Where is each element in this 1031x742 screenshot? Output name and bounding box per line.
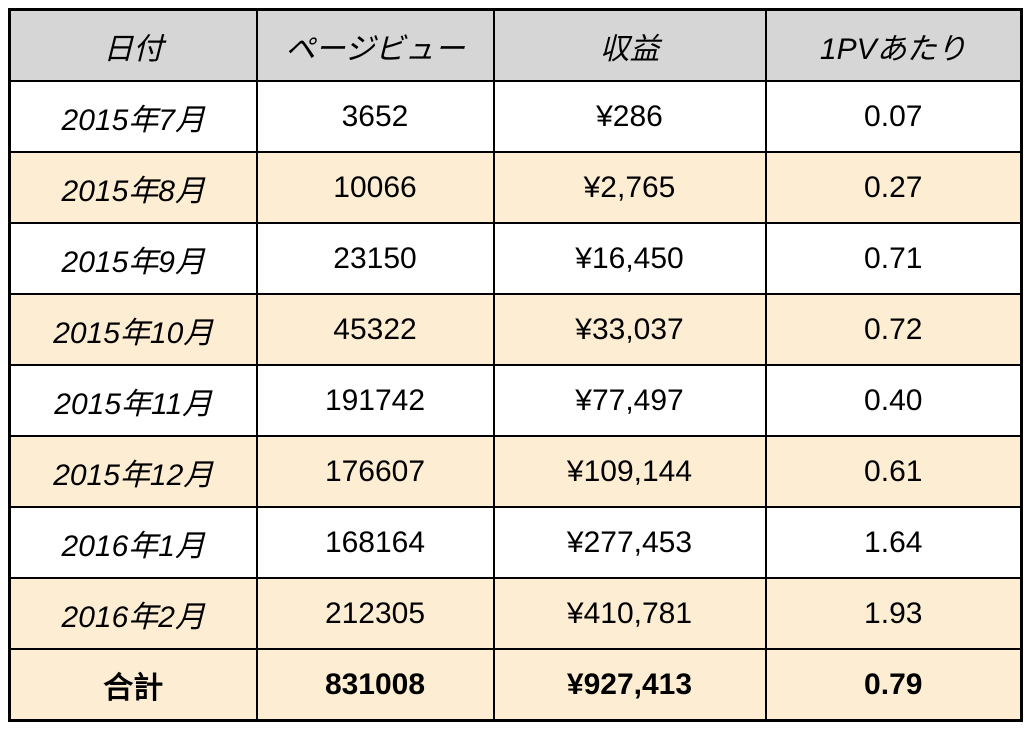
cell-date: 2016年1月 <box>8 506 258 579</box>
table-row: 2015年9月 23150 ¥16,450 0.71 <box>8 222 1023 295</box>
cell-per-pv: 0.07 <box>764 80 1023 153</box>
cell-pageviews: 10066 <box>255 151 495 224</box>
cell-per-pv: 0.61 <box>764 435 1023 508</box>
table-header: 日付 ページビュー 収益 1PVあたり <box>8 8 1023 82</box>
revenue-table: 日付 ページビュー 収益 1PVあたり 2015年7月 3652 ¥286 0.… <box>8 8 1023 722</box>
cell-per-pv: 1.93 <box>764 577 1023 650</box>
total-label: 合計 <box>8 648 258 722</box>
cell-revenue: ¥277,453 <box>492 506 767 579</box>
table-row: 2015年10月 45322 ¥33,037 0.72 <box>8 293 1023 366</box>
total-revenue: ¥927,413 <box>492 648 767 722</box>
table-row: 2015年8月 10066 ¥2,765 0.27 <box>8 151 1023 224</box>
cell-revenue: ¥16,450 <box>492 222 767 295</box>
cell-date: 2015年11月 <box>8 364 258 437</box>
cell-revenue: ¥286 <box>492 80 767 153</box>
cell-revenue: ¥2,765 <box>492 151 767 224</box>
table-row: 2016年1月 168164 ¥277,453 1.64 <box>8 506 1023 579</box>
header-row: 日付 ページビュー 収益 1PVあたり <box>8 8 1023 82</box>
cell-per-pv: 0.71 <box>764 222 1023 295</box>
table-wrapper: 日付 ページビュー 収益 1PVあたり 2015年7月 3652 ¥286 0.… <box>8 8 1023 722</box>
table-row: 2016年2月 212305 ¥410,781 1.93 <box>8 577 1023 650</box>
cell-pageviews: 168164 <box>255 506 495 579</box>
cell-pageviews: 176607 <box>255 435 495 508</box>
cell-revenue: ¥77,497 <box>492 364 767 437</box>
cell-pageviews: 212305 <box>255 577 495 650</box>
table-footer: 合計 831008 ¥927,413 0.79 <box>8 648 1023 722</box>
table-row: 2015年7月 3652 ¥286 0.07 <box>8 80 1023 153</box>
cell-date: 2015年9月 <box>8 222 258 295</box>
table-row: 2015年12月 176607 ¥109,144 0.61 <box>8 435 1023 508</box>
cell-pageviews: 191742 <box>255 364 495 437</box>
cell-revenue: ¥410,781 <box>492 577 767 650</box>
header-date: 日付 <box>8 8 258 82</box>
table-body: 2015年7月 3652 ¥286 0.07 2015年8月 10066 ¥2,… <box>8 80 1023 650</box>
cell-per-pv: 0.27 <box>764 151 1023 224</box>
header-revenue: 収益 <box>492 8 767 82</box>
cell-revenue: ¥33,037 <box>492 293 767 366</box>
cell-date: 2015年8月 <box>8 151 258 224</box>
cell-revenue: ¥109,144 <box>492 435 767 508</box>
header-pageviews: ページビュー <box>255 8 495 82</box>
table-row: 2015年11月 191742 ¥77,497 0.40 <box>8 364 1023 437</box>
cell-per-pv: 1.64 <box>764 506 1023 579</box>
total-per-pv: 0.79 <box>764 648 1023 722</box>
cell-pageviews: 3652 <box>255 80 495 153</box>
header-per-pv: 1PVあたり <box>764 8 1023 82</box>
cell-date: 2016年2月 <box>8 577 258 650</box>
cell-date: 2015年10月 <box>8 293 258 366</box>
cell-date: 2015年12月 <box>8 435 258 508</box>
cell-pageviews: 23150 <box>255 222 495 295</box>
total-pageviews: 831008 <box>255 648 495 722</box>
cell-per-pv: 0.72 <box>764 293 1023 366</box>
cell-pageviews: 45322 <box>255 293 495 366</box>
total-row: 合計 831008 ¥927,413 0.79 <box>8 648 1023 722</box>
cell-per-pv: 0.40 <box>764 364 1023 437</box>
cell-date: 2015年7月 <box>8 80 258 153</box>
